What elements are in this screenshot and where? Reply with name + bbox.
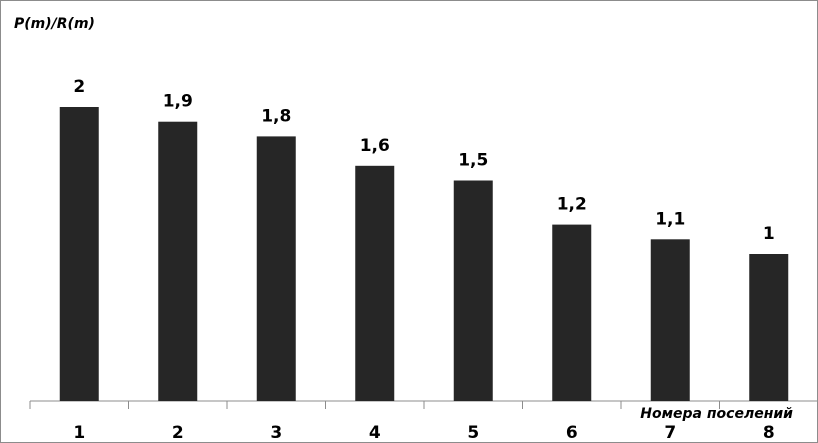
value-label: 1,9 [163,92,193,112]
x-tick-label: 7 [664,423,676,443]
bar [59,107,99,401]
y-axis-label: P(m)/R(m) [14,16,95,32]
value-label: 1,2 [557,195,587,215]
x-tick-label: 5 [467,423,479,443]
value-label: 2 [73,77,85,97]
x-axis-label: Номера поселений [640,406,793,422]
bar [552,224,592,401]
bar [749,254,789,401]
value-label: 1 [763,224,775,244]
value-label: 1,1 [655,209,685,229]
bar [453,180,493,401]
bar [650,239,690,401]
x-tick-label: 3 [270,423,282,443]
bar [256,136,296,401]
bar [158,121,198,401]
value-label: 1,8 [261,106,291,126]
x-tick-label: 6 [566,423,578,443]
value-label: 1,6 [360,136,390,156]
x-tick-label: 8 [763,423,775,443]
x-tick-label: 1 [73,423,85,443]
x-tick-label: 4 [369,423,381,443]
value-label: 1,5 [458,151,488,171]
bar [355,165,395,401]
x-tick-label: 2 [172,423,184,443]
